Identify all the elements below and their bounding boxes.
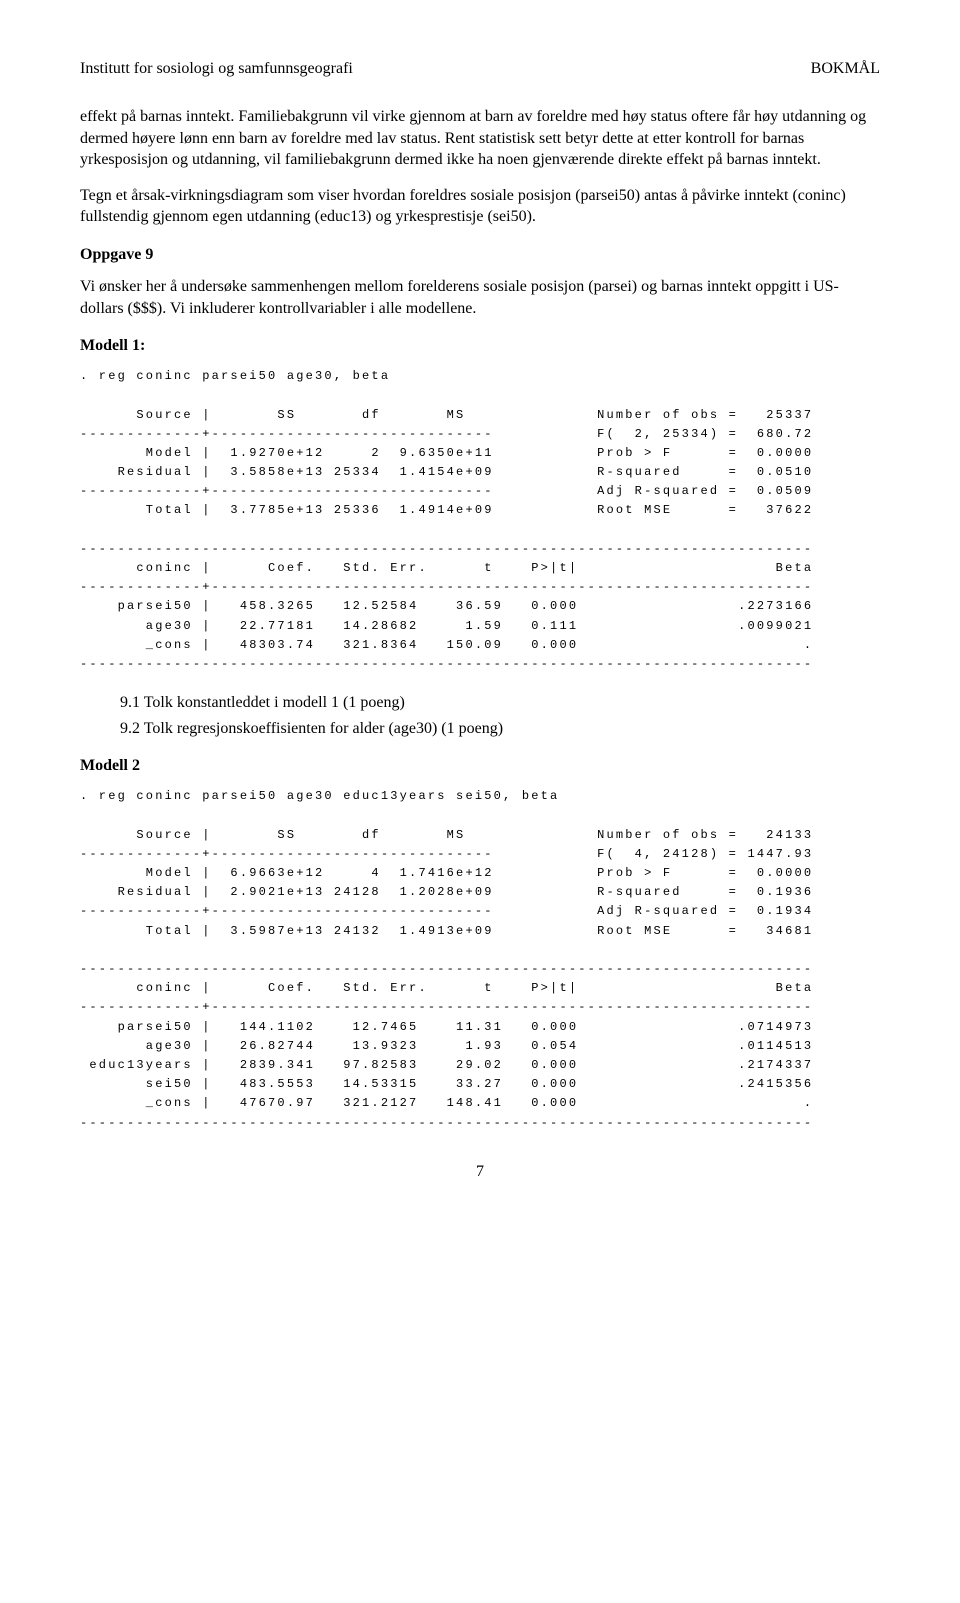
heading-modell-1: Modell 1: (80, 337, 880, 355)
header-left: Institutt for sosiologi og samfunnsgeogr… (80, 60, 353, 78)
paragraph-3: Vi ønsker her å undersøke sammenhengen m… (80, 276, 880, 319)
page-number: 7 (80, 1163, 880, 1181)
question-9-2: 9.2 Tolk regresjonskoeffisienten for ald… (120, 718, 880, 740)
question-9-1: 9.1 Tolk konstantleddet i modell 1 (1 po… (120, 692, 880, 714)
paragraph-1: effekt på barnas inntekt. Familiebakgrun… (80, 106, 880, 171)
header-right: BOKMÅL (811, 60, 880, 78)
heading-oppgave-9: Oppgave 9 (80, 246, 880, 264)
heading-modell-2: Modell 2 (80, 757, 880, 775)
modell-1-output: . reg coninc parsei50 age30, beta Source… (80, 367, 880, 674)
page-header: Institutt for sosiologi og samfunnsgeogr… (80, 60, 880, 78)
paragraph-2: Tegn et årsak-virkningsdiagram som viser… (80, 185, 880, 228)
modell-2-output: . reg coninc parsei50 age30 educ13years … (80, 787, 880, 1132)
